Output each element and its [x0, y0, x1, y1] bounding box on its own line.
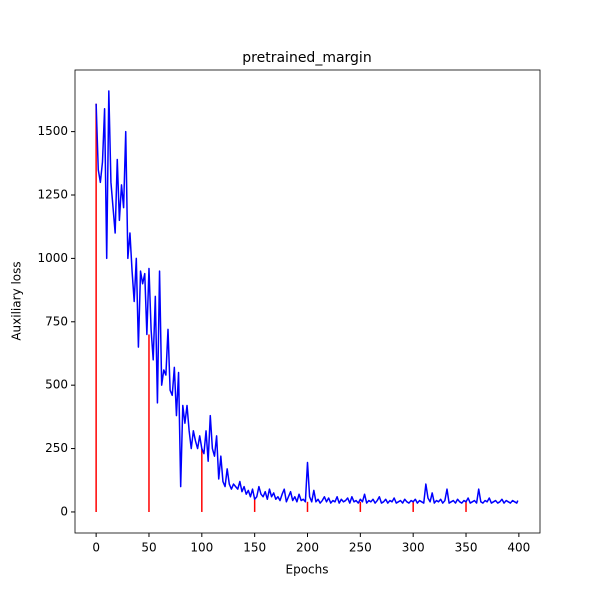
x-tick-label: 300 [402, 541, 425, 555]
x-tick-label: 150 [243, 541, 266, 555]
y-tick-label: 1500 [37, 124, 68, 138]
y-tick-label: 0 [60, 504, 68, 518]
plot-frame [74, 69, 541, 534]
chart-title: pretrained_margin [242, 50, 371, 66]
x-tick-label: 100 [190, 541, 213, 555]
y-tick-label: 1000 [37, 251, 68, 265]
y-tick-label: 250 [45, 441, 68, 455]
x-tick-label: 250 [349, 541, 372, 555]
x-tick-label: 0 [92, 541, 100, 555]
y-tick-label: 500 [45, 378, 68, 392]
x-tick-label: 50 [141, 541, 156, 555]
x-axis-label: Epochs [286, 563, 329, 577]
x-tick-label: 200 [296, 541, 319, 555]
data-line [95, 90, 519, 504]
y-tick-label: 1250 [37, 188, 68, 202]
x-tick-label: 400 [507, 541, 530, 555]
y-tick-label: 750 [45, 314, 68, 328]
y-axis-label: Auxiliary loss [10, 261, 24, 340]
x-tick-label: 350 [455, 541, 478, 555]
